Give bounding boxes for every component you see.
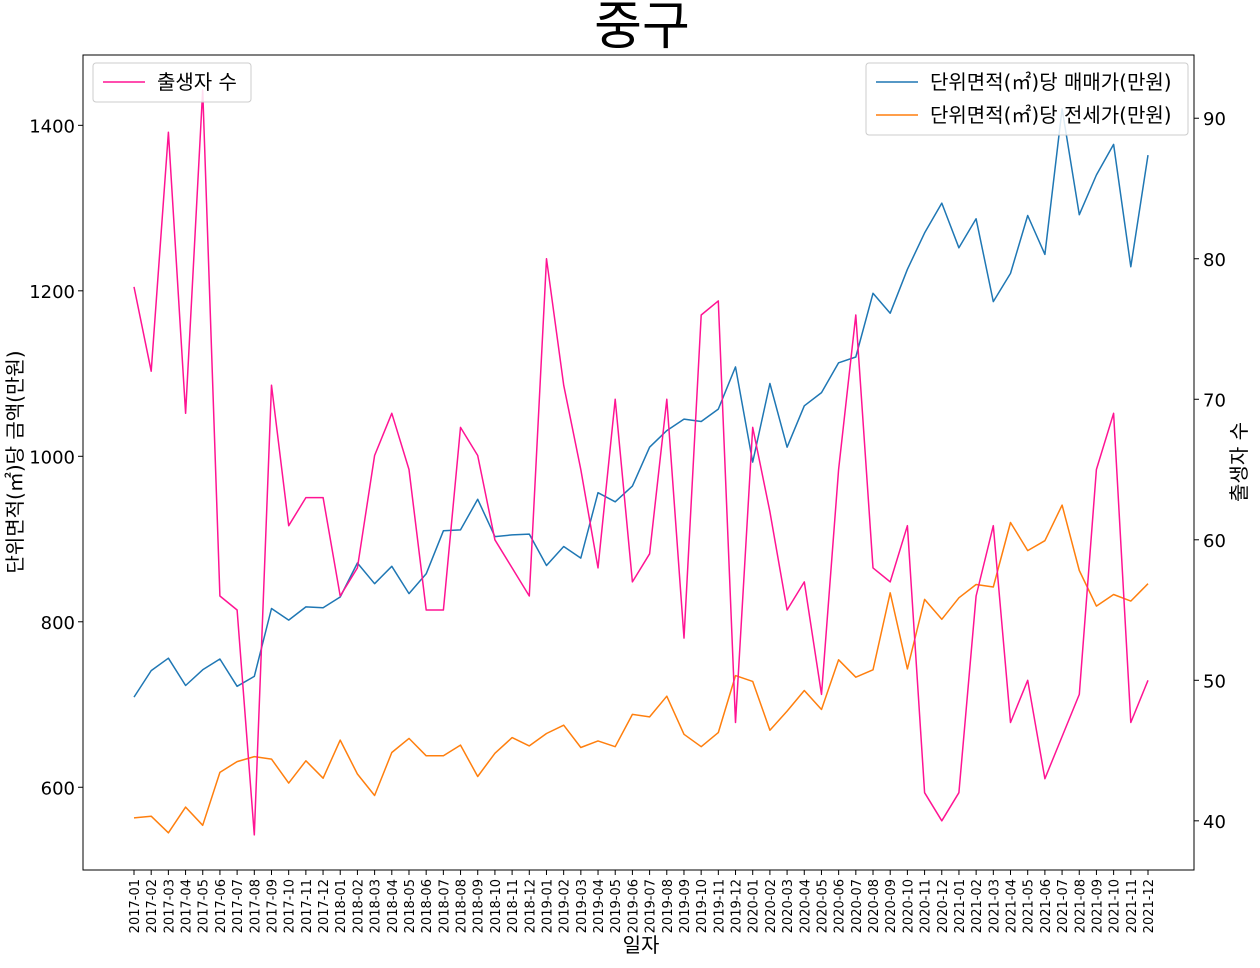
x-tick-label: 2021-07 — [1056, 879, 1071, 933]
x-tick-label: 2017-03 — [162, 879, 177, 933]
x-tick-label: 2018-06 — [420, 879, 435, 933]
x-tick-label: 2020-07 — [850, 879, 865, 933]
x-tick-label: 2019-03 — [575, 879, 590, 933]
x-tick-label: 2019-07 — [644, 879, 659, 933]
x-tick-label: 2021-03 — [987, 879, 1002, 933]
y-tick-label-right: 80 — [1203, 250, 1226, 271]
x-tick-label: 2019-06 — [626, 879, 641, 933]
x-tick-label: 2020-05 — [815, 879, 830, 933]
x-tick-label: 2020-03 — [781, 879, 796, 933]
x-tick-label: 2021-09 — [1090, 879, 1105, 933]
x-tick-label: 2019-08 — [661, 879, 676, 933]
legend-box — [865, 62, 1189, 136]
y-tick-label-right: 50 — [1203, 671, 1226, 692]
x-tick-label: 2018-12 — [523, 879, 538, 933]
x-tick-label: 2017-09 — [265, 879, 280, 933]
x-tick-label: 2020-09 — [884, 879, 899, 933]
x-tick-label: 2018-04 — [386, 879, 401, 933]
legend-label: 단위면적(㎡)당 매매가(만원) — [930, 70, 1172, 94]
y-tick-label-left: 600 — [41, 778, 75, 799]
y-tick-label-left: 1200 — [29, 282, 75, 303]
legend-right: 단위면적(㎡)당 매매가(만원) 단위면적(㎡)당 전세가(만원) — [865, 62, 1189, 136]
x-tick-label: 2020-12 — [936, 879, 951, 933]
x-tick-label: 2018-10 — [489, 879, 504, 933]
series-line-sale-price — [133, 108, 1149, 698]
x-tick-label: 2018-07 — [437, 879, 452, 933]
y-tick-label-right: 90 — [1203, 109, 1226, 130]
x-tick-label: 2018-05 — [403, 879, 418, 933]
x-tick-label: 2017-12 — [317, 879, 332, 933]
x-tick-label: 2017-11 — [300, 879, 315, 933]
x-axis-label: 일자 — [623, 933, 660, 957]
y-tick-label-left: 1400 — [29, 116, 75, 137]
y-tick-label-right: 60 — [1203, 531, 1226, 552]
x-tick-label: 2021-11 — [1125, 879, 1140, 933]
x-tick-label: 2020-06 — [833, 879, 848, 933]
x-tick-label: 2017-06 — [214, 879, 229, 933]
legend-box — [92, 62, 252, 103]
legend-left: 출생자 수 — [92, 62, 252, 103]
x-tick-label: 2021-08 — [1073, 879, 1088, 933]
y-tick-label-right: 40 — [1203, 812, 1226, 833]
x-tick-label: 2017-02 — [145, 879, 160, 933]
x-tick-label: 2017-10 — [283, 879, 298, 933]
plot-layer — [133, 89, 1149, 836]
x-tick-label: 2020-10 — [901, 879, 916, 933]
x-tick-label: 2021-10 — [1108, 879, 1123, 933]
x-tick-label: 2019-11 — [712, 879, 727, 933]
x-tick-label: 2018-08 — [455, 879, 470, 933]
x-tick-label: 2021-04 — [1005, 879, 1020, 933]
x-tick-label: 2020-11 — [919, 879, 934, 933]
x-tick-label: 2020-08 — [867, 879, 882, 933]
x-tick-label: 2019-09 — [678, 879, 693, 933]
x-tick-label: 2019-04 — [592, 879, 607, 933]
x-tick-label: 2018-03 — [369, 879, 384, 933]
x-tick-label: 2020-04 — [798, 879, 813, 933]
legend-label: 출생자 수 — [157, 70, 237, 94]
y-tick-label-right: 70 — [1203, 390, 1226, 411]
x-tick-label: 2019-01 — [540, 879, 555, 933]
x-tick-label: 2021-01 — [953, 879, 968, 933]
x-tick-label: 2017-05 — [197, 879, 212, 933]
series-line-births — [133, 89, 1149, 836]
x-tick-label: 2018-02 — [351, 879, 366, 933]
x-tick-label: 2017-08 — [248, 879, 263, 933]
x-tick-label: 2021-02 — [970, 879, 985, 933]
chart-title: 중구 — [594, 0, 690, 57]
x-tick-label: 2021-06 — [1039, 879, 1054, 933]
x-tick-label: 2019-02 — [558, 879, 573, 933]
x-tick-label: 2019-12 — [730, 879, 745, 933]
x-tick-label: 2021-12 — [1142, 879, 1157, 933]
x-tick-label: 2018-01 — [334, 879, 349, 933]
x-tick-label: 2019-05 — [609, 879, 624, 933]
y-axis-label-left: 단위면적(㎡)당 금액(만원) — [3, 350, 27, 573]
x-tick-label: 2017-07 — [231, 879, 246, 933]
y-tick-label-left: 800 — [41, 613, 75, 634]
x-tick-label: 2020-01 — [747, 879, 762, 933]
x-tick-label: 2019-10 — [695, 879, 710, 933]
y-axis-label-right: 출생자 수 — [1227, 422, 1251, 502]
x-tick-label: 2020-02 — [764, 879, 779, 933]
x-tick-label: 2021-05 — [1022, 879, 1037, 933]
x-tick-label: 2017-04 — [180, 879, 195, 933]
x-tick-label: 2018-11 — [506, 879, 521, 933]
legend-label: 단위면적(㎡)당 전세가(만원) — [930, 103, 1172, 127]
plot-frame — [82, 54, 1195, 871]
y-tick-label-left: 1000 — [29, 447, 75, 468]
x-tick-label: 2018-09 — [472, 879, 487, 933]
x-tick-label: 2017-01 — [128, 879, 143, 933]
